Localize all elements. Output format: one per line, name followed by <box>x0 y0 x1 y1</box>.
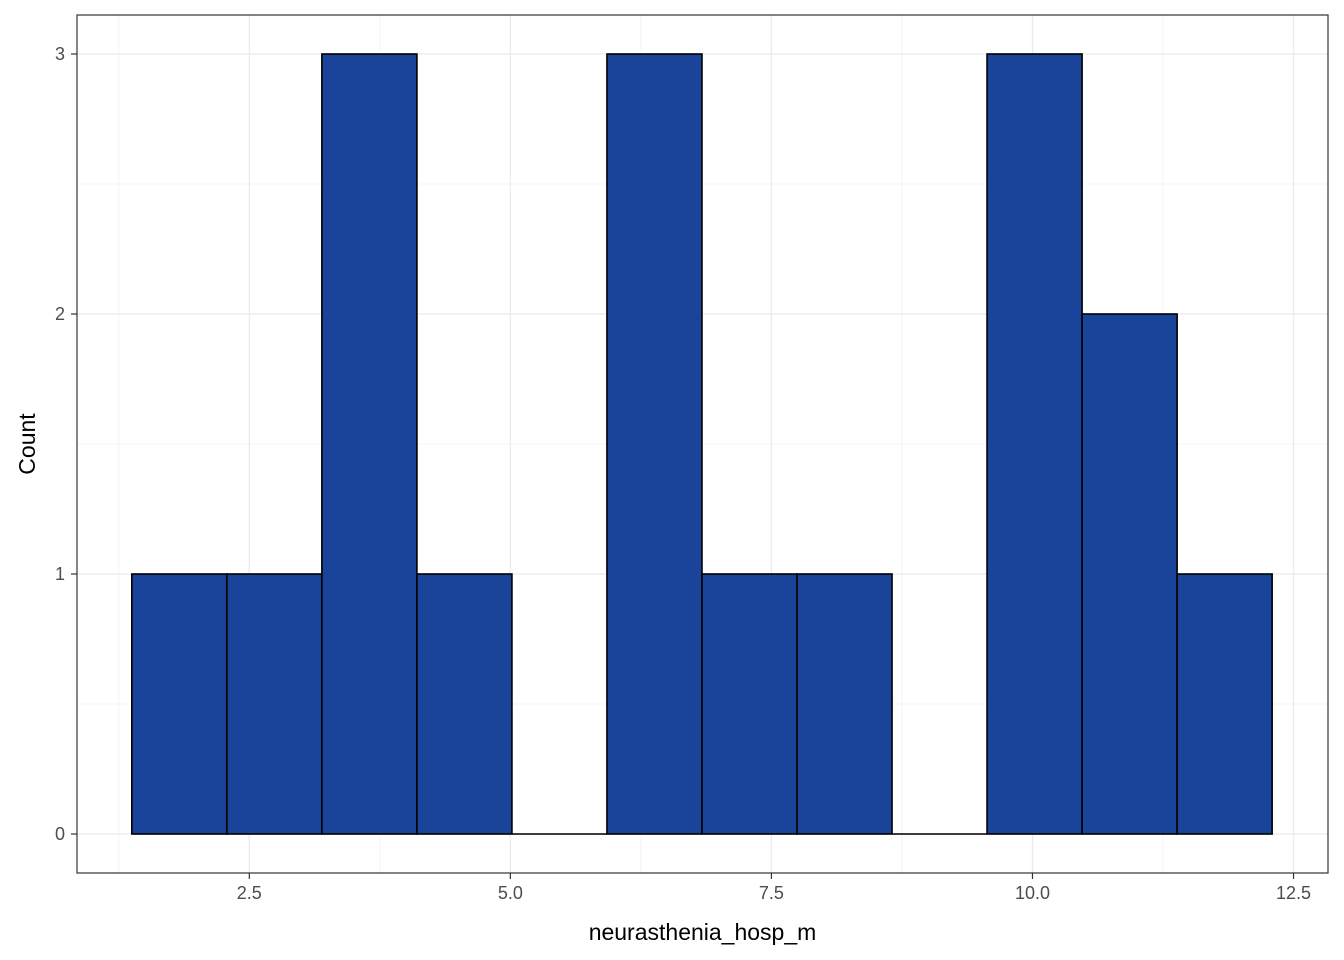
y-tick-label: 2 <box>55 304 65 324</box>
y-tick-label: 3 <box>55 44 65 64</box>
x-axis-ticks: 2.5 5.0 7.5 10.0 12.5 <box>237 873 1311 903</box>
x-axis-title: neurasthenia_hosp_m <box>589 919 817 945</box>
x-tick-label: 10.0 <box>1015 883 1050 903</box>
x-tick-label: 2.5 <box>237 883 262 903</box>
histogram-bar-12 <box>1176 573 1273 835</box>
histogram-bar-4 <box>416 573 513 835</box>
histogram-bar-11 <box>1081 313 1178 835</box>
y-axis-ticks: 0 1 2 3 <box>55 44 77 844</box>
y-tick-label: 1 <box>55 564 65 584</box>
histogram-bar-1 <box>131 573 228 835</box>
x-tick-label: 7.5 <box>759 883 784 903</box>
histogram-bar-6 <box>606 53 703 835</box>
histogram-bar-8 <box>796 573 893 835</box>
x-tick-label: 5.0 <box>498 883 523 903</box>
histogram-bar-7 <box>701 573 798 835</box>
y-axis-title: Count <box>14 413 40 475</box>
panel-border <box>76 14 1329 874</box>
histogram-bar-10 <box>986 53 1083 835</box>
histogram-bars <box>131 53 1273 835</box>
y-tick-label: 0 <box>55 824 65 844</box>
histogram-bar-2 <box>226 573 323 835</box>
x-tick-label: 12.5 <box>1276 883 1311 903</box>
histogram-bar-3 <box>321 53 418 835</box>
